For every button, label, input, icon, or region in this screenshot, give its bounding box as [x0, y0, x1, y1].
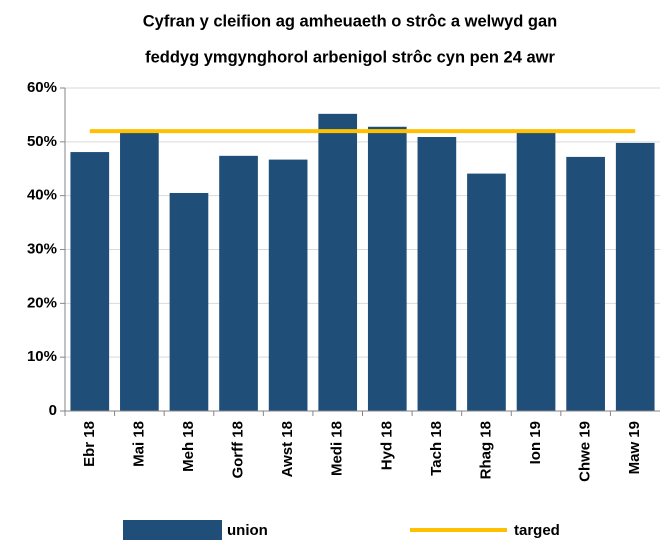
x-tick-label: Meh 18 — [180, 421, 197, 472]
x-tick-label: Rhag 18 — [477, 421, 494, 479]
x-tick-label: Gorff 18 — [230, 421, 247, 479]
bar — [318, 113, 358, 411]
x-tick-label: Awst 18 — [279, 421, 296, 477]
bar — [219, 155, 258, 411]
bar — [516, 129, 556, 412]
x-tick-label: Chwe 19 — [577, 421, 594, 482]
y-tick-label: 20% — [27, 294, 57, 311]
chart-title: Cyfran y cleifion ag amheuaeth o strôc a… — [143, 12, 557, 30]
bar — [417, 136, 457, 411]
x-tick-label: Maw 19 — [626, 421, 643, 474]
legend-swatch — [123, 520, 222, 540]
bar — [70, 152, 110, 412]
bar — [268, 159, 308, 411]
legend-label: targed — [514, 522, 560, 539]
bar — [467, 173, 506, 411]
x-tick-label: Ion 19 — [527, 421, 544, 464]
y-tick-label: 60% — [27, 79, 57, 96]
bar — [169, 192, 209, 411]
x-tick-label: Ebr 18 — [81, 421, 98, 467]
x-tick-label: Medi 18 — [329, 421, 346, 476]
y-tick-label: 30% — [27, 240, 57, 257]
y-tick-label: 10% — [27, 348, 57, 365]
chart-title: feddyg ymgynghorol arbenigol strôc cyn p… — [145, 48, 555, 66]
x-tick-label: Hyd 18 — [378, 421, 395, 470]
y-tick-label: 0 — [49, 402, 57, 419]
bar — [367, 126, 407, 411]
legend-label: union — [227, 522, 268, 539]
bar — [615, 142, 655, 411]
y-tick-label: 40% — [27, 187, 57, 204]
x-tick-label: Mai 18 — [130, 421, 147, 467]
x-tick-label: Tach 18 — [428, 421, 445, 476]
bar — [566, 156, 605, 411]
bar — [120, 132, 159, 411]
y-tick-label: 50% — [27, 133, 57, 150]
